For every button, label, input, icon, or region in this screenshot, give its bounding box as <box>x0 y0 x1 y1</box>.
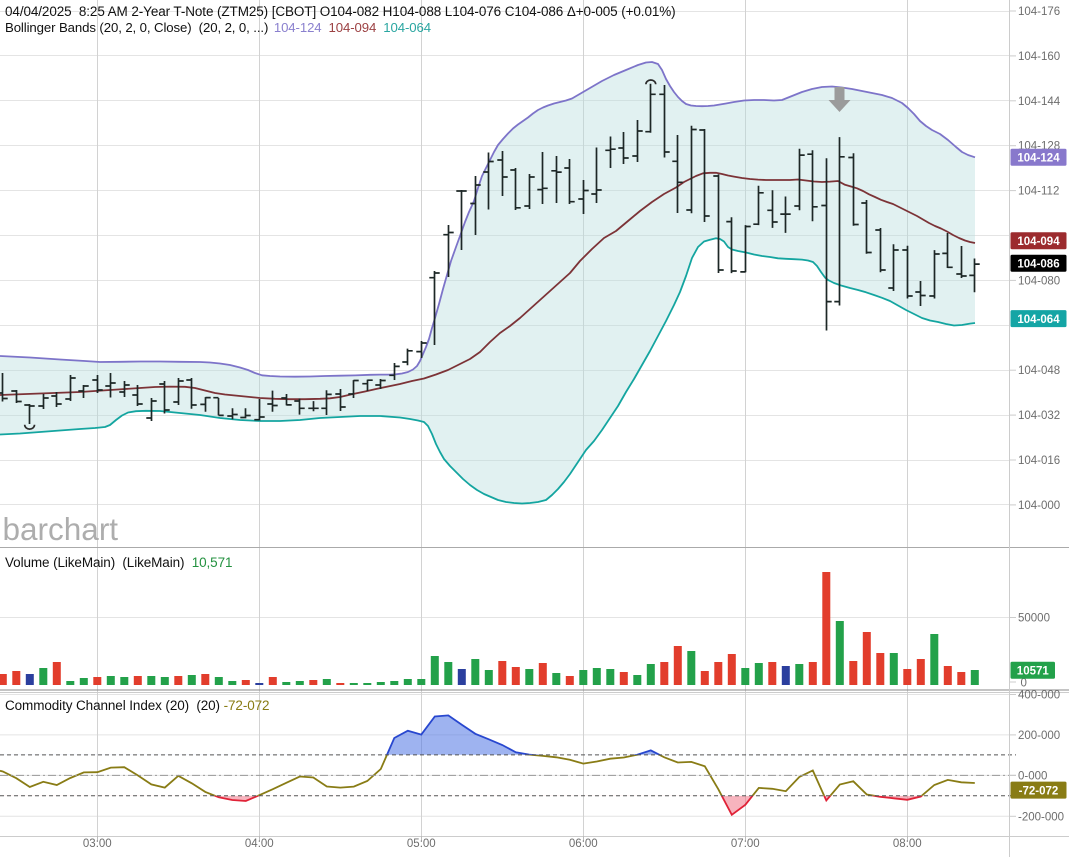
svg-text:-72-072: -72-072 <box>1019 785 1059 797</box>
svg-text:104-124: 104-124 <box>1017 152 1060 164</box>
svg-text:07:00: 07:00 <box>731 838 760 850</box>
svg-text:10571: 10571 <box>1017 665 1050 677</box>
svg-text:Volume (LikeMain) (LikeMain): Volume (LikeMain) (LikeMain) 10,571 <box>5 555 232 570</box>
svg-text:104-144: 104-144 <box>1018 96 1061 108</box>
svg-text:04:00: 04:00 <box>245 838 274 850</box>
svg-text:barchart: barchart <box>3 511 119 547</box>
svg-text:0: 0 <box>1021 678 1027 690</box>
svg-text:104-048: 104-048 <box>1018 365 1060 377</box>
svg-text:104-086: 104-086 <box>1017 259 1059 271</box>
svg-text:104-000: 104-000 <box>1018 500 1060 512</box>
svg-text:104-080: 104-080 <box>1018 275 1060 287</box>
svg-text:04/04/2025 8:25 AM 2-Year T-N: 04/04/2025 8:25 AM 2-Year T-Note (ZTM25)… <box>5 4 676 19</box>
svg-text:104-094: 104-094 <box>1017 236 1060 248</box>
svg-text:06:00: 06:00 <box>569 838 598 850</box>
svg-text:-200-000: -200-000 <box>1018 811 1064 823</box>
svg-text:104-160: 104-160 <box>1018 51 1060 63</box>
svg-text:104-064: 104-064 <box>1017 314 1060 326</box>
svg-text:Bollinger Bands (20, 2, 0, Clo: Bollinger Bands (20, 2, 0, Close) (20, 2… <box>5 20 431 35</box>
svg-text:08:00: 08:00 <box>893 838 922 850</box>
svg-text:104-176: 104-176 <box>1018 6 1060 18</box>
svg-text:0-000: 0-000 <box>1018 770 1047 782</box>
svg-text:Commodity Channel Index (20): Commodity Channel Index (20) (20) -72-07… <box>5 698 269 713</box>
svg-text:200-000: 200-000 <box>1018 730 1060 742</box>
svg-text:104-112: 104-112 <box>1018 186 1059 198</box>
svg-text:104-016: 104-016 <box>1018 455 1060 467</box>
svg-text:104-032: 104-032 <box>1018 410 1060 422</box>
svg-text:03:00: 03:00 <box>83 838 112 850</box>
svg-text:50000: 50000 <box>1018 613 1050 625</box>
svg-text:05:00: 05:00 <box>407 838 436 850</box>
svg-text:400-000: 400-000 <box>1018 690 1060 702</box>
